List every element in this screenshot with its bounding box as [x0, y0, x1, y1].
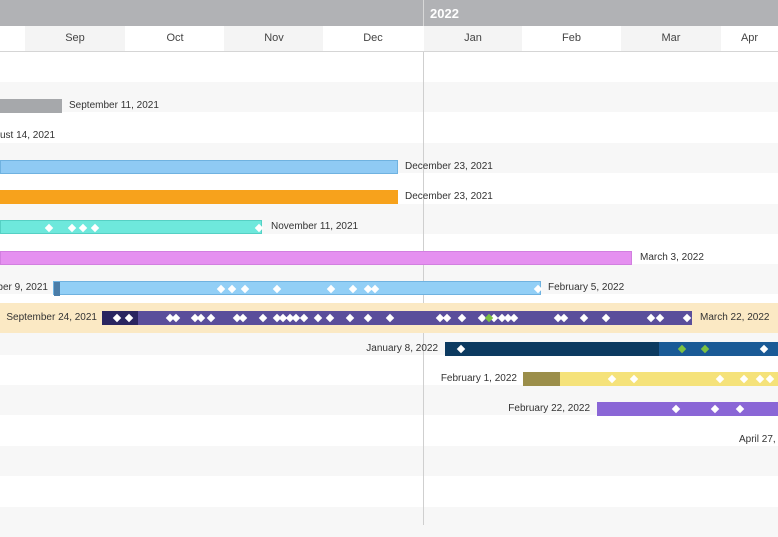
milestone-diamond-icon[interactable] — [313, 313, 323, 323]
bar-label: ber 9, 2021 — [0, 282, 48, 293]
month-header: Sep Oct Nov Dec Jan Feb Mar Apr — [0, 26, 778, 52]
month-nov: Nov — [224, 26, 324, 51]
milestone-diamond-icon[interactable] — [559, 313, 569, 323]
milestone-diamond-icon[interactable] — [196, 313, 206, 323]
milestone-diamond-icon[interactable] — [171, 313, 181, 323]
milestone-diamond-icon[interactable] — [533, 284, 543, 294]
gantt-bar[interactable] — [445, 342, 778, 356]
milestone-diamond-icon[interactable] — [370, 284, 380, 294]
milestone-diamond-icon[interactable] — [579, 313, 589, 323]
milestone-diamond-icon[interactable] — [646, 313, 656, 323]
milestone-diamond-icon[interactable] — [607, 374, 617, 384]
grid-row — [0, 52, 778, 82]
milestone-diamond-icon[interactable] — [44, 223, 54, 233]
grid-row — [0, 445, 778, 476]
month-mar: Mar — [621, 26, 721, 51]
gantt-bar[interactable] — [102, 311, 692, 325]
grid-row — [0, 415, 778, 446]
gantt-bar[interactable] — [0, 220, 264, 234]
bar-label: September 11, 2021 — [69, 100, 159, 111]
bar-label: September 24, 2021 — [6, 312, 97, 323]
gantt-bar[interactable] — [0, 160, 398, 174]
milestone-diamond-icon[interactable] — [715, 374, 725, 384]
gantt-bar[interactable] — [0, 251, 632, 265]
milestone-diamond-icon[interactable] — [326, 284, 336, 294]
bar-label: January 8, 2022 — [366, 343, 438, 354]
milestone-diamond-icon[interactable] — [254, 223, 264, 233]
milestone-diamond-icon[interactable] — [206, 313, 216, 323]
bar-label: December 23, 2021 — [405, 191, 493, 202]
bar-label: April 27, — [739, 434, 776, 445]
milestone-diamond-icon[interactable] — [258, 313, 268, 323]
milestone-diamond-icon[interactable] — [299, 313, 309, 323]
gantt-bar[interactable] — [0, 190, 398, 204]
year-label: 2022 — [430, 6, 459, 21]
gantt-bar[interactable] — [597, 402, 778, 416]
bar-label: November 11, 2021 — [271, 221, 359, 232]
milestone-diamond-icon[interactable] — [272, 284, 282, 294]
gantt-bar[interactable] — [523, 372, 778, 386]
year-header: 2022 — [0, 0, 778, 26]
gantt-bar[interactable] — [0, 99, 62, 113]
milestone-diamond-icon[interactable] — [755, 374, 765, 384]
bar-segment — [523, 372, 560, 386]
milestone-diamond-icon[interactable] — [682, 313, 692, 323]
month-dec: Dec — [323, 26, 423, 51]
milestone-diamond-icon[interactable] — [67, 223, 77, 233]
milestone-diamond-icon[interactable] — [655, 313, 665, 323]
milestone-diamond-icon[interactable] — [238, 313, 248, 323]
milestone-diamond-icon[interactable] — [735, 404, 745, 414]
milestone-diamond-icon[interactable] — [671, 404, 681, 414]
month-feb: Feb — [522, 26, 621, 51]
milestone-diamond-icon[interactable] — [348, 284, 358, 294]
milestone-diamond-icon[interactable] — [78, 223, 88, 233]
bar-segment — [54, 282, 60, 296]
grid-row — [0, 476, 778, 507]
grid-row — [0, 82, 778, 113]
month-sep: Sep — [25, 26, 125, 51]
bar-label: March 22, 2022 — [700, 312, 770, 323]
bar-label: February 1, 2022 — [440, 373, 517, 384]
grid-row — [0, 112, 778, 143]
milestone-diamond-icon[interactable] — [240, 284, 250, 294]
milestone-diamond-icon[interactable] — [385, 313, 395, 323]
gantt-bar[interactable] — [53, 281, 543, 296]
milestone-diamond-icon[interactable] — [456, 344, 466, 354]
year-divider — [423, 0, 424, 26]
milestone-diamond-icon[interactable] — [442, 313, 452, 323]
milestone-diamond-icon[interactable] — [601, 313, 611, 323]
bar-label: February 22, 2022 — [508, 403, 590, 414]
milestone-diamond-icon[interactable] — [710, 404, 720, 414]
bar-label: March 3, 2022 — [640, 252, 704, 263]
milestone-diamond-icon[interactable] — [739, 374, 749, 384]
month-apr: Apr — [721, 26, 778, 51]
milestone-diamond-icon[interactable] — [227, 284, 237, 294]
milestone-diamond-icon[interactable] — [457, 313, 467, 323]
month-jan: Jan — [424, 26, 522, 51]
milestone-diamond-icon[interactable] — [363, 313, 373, 323]
milestone-diamond-icon[interactable] — [216, 284, 226, 294]
bar-label: December 23, 2021 — [405, 161, 493, 172]
milestone-diamond-icon[interactable] — [90, 223, 100, 233]
bar-segment — [659, 342, 778, 356]
milestone-diamond-icon[interactable] — [345, 313, 355, 323]
bar-label: ust 14, 2021 — [0, 130, 56, 141]
month-oct: Oct — [125, 26, 225, 51]
milestone-diamond-icon[interactable] — [325, 313, 335, 323]
bar-label: February 5, 2022 — [548, 282, 625, 293]
grid-row — [0, 506, 778, 537]
milestone-diamond-icon[interactable] — [629, 374, 639, 384]
milestone-diamond-icon[interactable] — [765, 374, 775, 384]
milestone-diamond-icon[interactable] — [509, 313, 519, 323]
